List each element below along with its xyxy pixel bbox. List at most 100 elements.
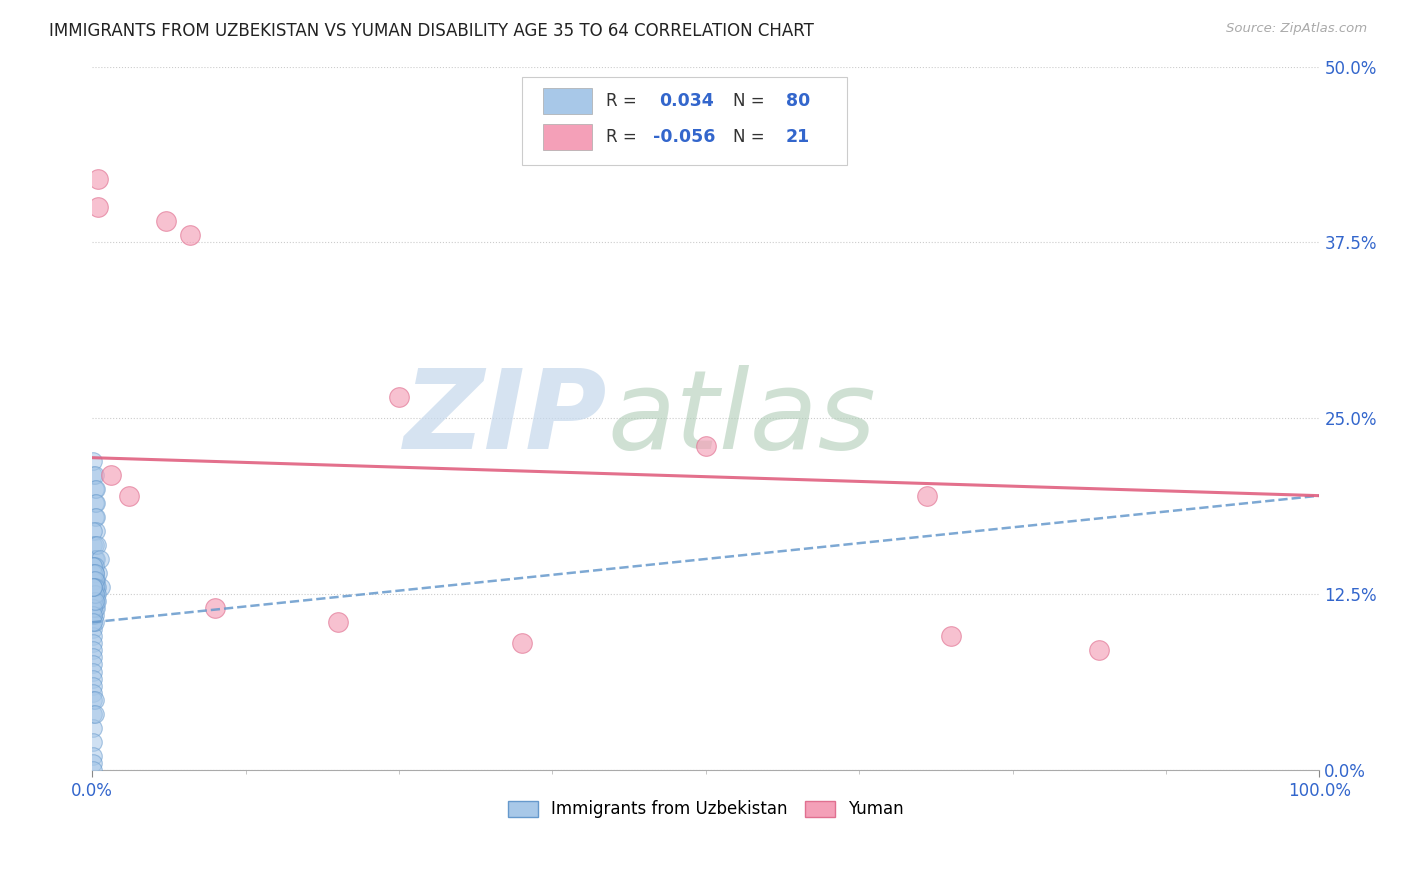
Point: [510, 636, 533, 650]
Point: [83, 538, 105, 552]
Point: [82, 756, 104, 770]
Point: [155, 214, 177, 228]
Point: [82, 721, 104, 735]
Point: [82, 601, 104, 615]
Point: [82, 573, 104, 587]
Point: [82, 763, 104, 777]
Point: [83, 559, 105, 574]
Point: [84, 509, 107, 524]
Point: [84, 482, 107, 496]
Point: [82, 685, 104, 699]
Point: [84, 524, 107, 538]
Point: [84, 601, 107, 615]
Point: [84, 580, 107, 594]
Point: [83, 509, 105, 524]
Text: ZIP: ZIP: [404, 365, 607, 472]
Point: [82, 538, 104, 552]
Point: [83, 573, 105, 587]
Point: [82, 580, 104, 594]
Point: [83, 580, 105, 594]
Text: N =: N =: [733, 92, 765, 110]
Point: [86, 580, 108, 594]
Point: [83, 496, 105, 510]
FancyBboxPatch shape: [543, 124, 592, 151]
Text: R =: R =: [606, 92, 637, 110]
Point: [388, 390, 411, 404]
Point: [82, 566, 104, 580]
Point: [82, 580, 104, 594]
Point: [82, 559, 104, 574]
Point: [83, 580, 105, 594]
Point: [82, 643, 104, 657]
Point: [82, 650, 104, 665]
Point: [86, 538, 108, 552]
Point: [82, 615, 104, 630]
Point: [83, 573, 105, 587]
Text: 21: 21: [786, 128, 810, 146]
Point: [82, 657, 104, 672]
Point: [82, 594, 104, 608]
Point: [82, 580, 104, 594]
Point: [82, 665, 104, 679]
FancyBboxPatch shape: [522, 77, 846, 165]
Point: [82, 608, 104, 623]
Point: [82, 706, 104, 721]
Point: [83, 566, 105, 580]
Point: [83, 706, 105, 721]
Point: [82, 573, 104, 587]
Point: [82, 467, 104, 482]
Point: [86, 594, 108, 608]
Text: Source: ZipAtlas.com: Source: ZipAtlas.com: [1226, 22, 1367, 36]
Point: [83, 601, 105, 615]
Point: [941, 629, 963, 643]
Text: N =: N =: [733, 128, 765, 146]
Point: [83, 566, 105, 580]
Point: [86, 587, 108, 601]
Point: [82, 615, 104, 630]
Point: [87, 172, 110, 186]
Point: [204, 601, 226, 615]
Point: [82, 672, 104, 686]
Point: [84, 496, 107, 510]
Text: IMMIGRANTS FROM UZBEKISTAN VS YUMAN DISABILITY AGE 35 TO 64 CORRELATION CHART: IMMIGRANTS FROM UZBEKISTAN VS YUMAN DISA…: [49, 22, 814, 40]
Point: [83, 615, 105, 630]
Point: [179, 228, 201, 243]
Text: 0.034: 0.034: [659, 92, 714, 110]
Point: [84, 552, 107, 566]
Point: [82, 748, 104, 763]
Point: [82, 623, 104, 637]
Text: -0.056: -0.056: [652, 128, 716, 146]
Point: [84, 587, 107, 601]
Point: [82, 735, 104, 749]
Point: [83, 587, 105, 601]
Point: [118, 489, 141, 503]
Point: [82, 566, 104, 580]
FancyBboxPatch shape: [543, 87, 592, 114]
Point: [87, 200, 110, 214]
Point: [82, 679, 104, 693]
Point: [83, 552, 105, 566]
Point: [83, 608, 105, 623]
Point: [82, 608, 104, 623]
Point: [83, 594, 105, 608]
Point: [89, 552, 111, 566]
Point: [82, 636, 104, 650]
Point: [82, 587, 104, 601]
Point: [100, 467, 122, 482]
Point: [87, 566, 110, 580]
Point: [915, 489, 938, 503]
Text: atlas: atlas: [607, 365, 876, 472]
Point: [82, 559, 104, 574]
Text: 80: 80: [786, 92, 810, 110]
Text: R =: R =: [606, 128, 637, 146]
Point: [326, 615, 349, 630]
Point: [82, 594, 104, 608]
Point: [83, 467, 105, 482]
Point: [82, 692, 104, 706]
Point: [1087, 643, 1109, 657]
Point: [90, 580, 112, 594]
Point: [84, 594, 107, 608]
Point: [82, 524, 104, 538]
Point: [82, 587, 104, 601]
Legend: Immigrants from Uzbekistan, Yuman: Immigrants from Uzbekistan, Yuman: [502, 794, 910, 825]
